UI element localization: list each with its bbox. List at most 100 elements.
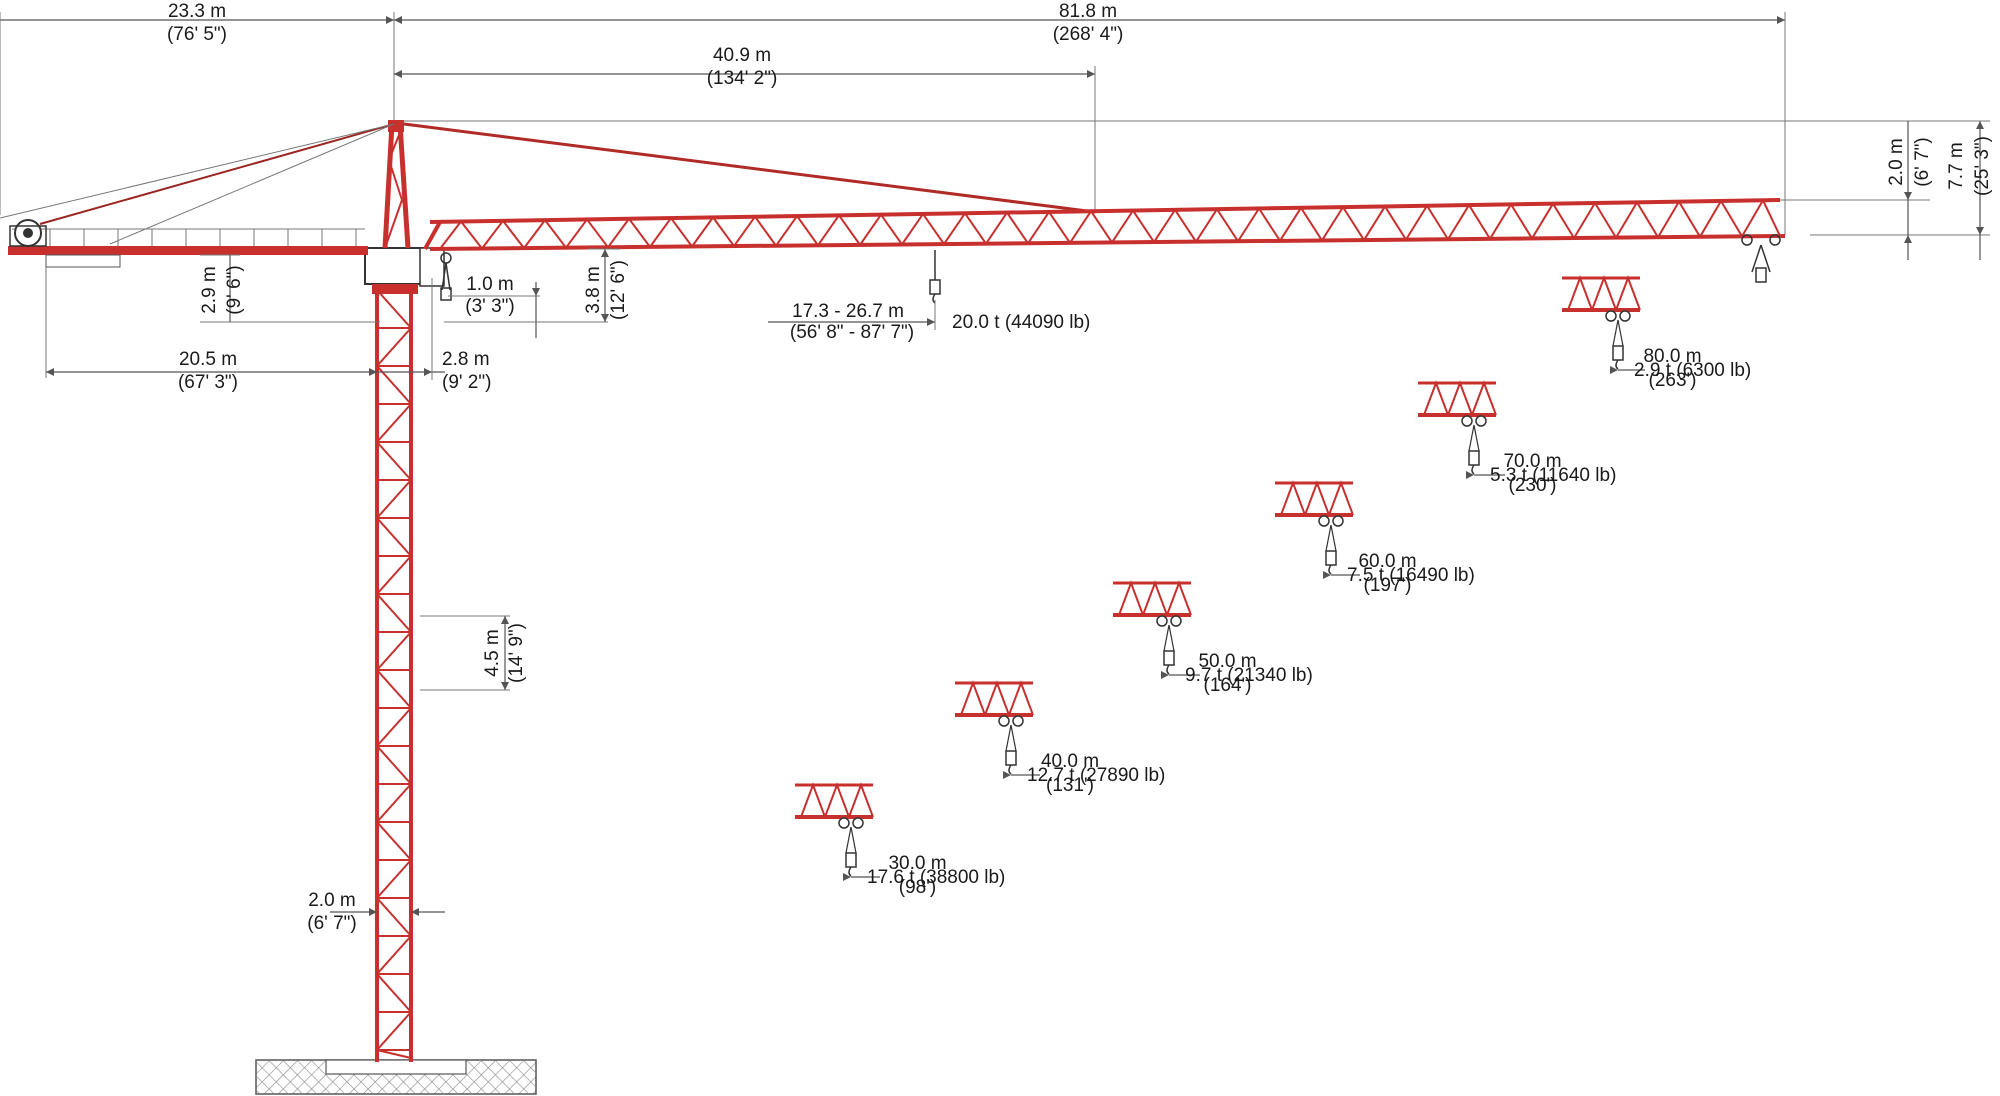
load-radius-imperial: (131') (1046, 775, 1094, 796)
load-radius-metric: 50.0 m (1198, 651, 1256, 672)
mini-jib-lattice (1166, 580, 1192, 616)
hoist-rope (1468, 424, 1475, 452)
hoist-rope (850, 826, 857, 854)
load-chart-points: 80.0 m(263')2.9 t (6300 lb)70.0 m(230')5… (795, 275, 1751, 898)
load-capacity: 17.6 t (38800 lb) (867, 867, 1005, 888)
counter-jib-length-imperial: (76' 5") (167, 24, 227, 45)
hoist-rope (1612, 319, 1619, 347)
trolley-wheel (852, 817, 864, 829)
jib-height-metric: 3.8 m (583, 266, 604, 314)
mini-jib-lattice (1280, 480, 1306, 516)
hoist-rope (1005, 724, 1012, 752)
dimension-arrow (1466, 471, 1474, 479)
jib-length-imperial: (268' 4") (1053, 24, 1124, 45)
tower-head (382, 120, 411, 249)
top-dimensions (0, 12, 1786, 235)
max-load-capacity: 20.0 t (44090 lb) (952, 312, 1090, 333)
load-radius-imperial: (197') (1364, 575, 1412, 596)
dimension-arrow (1003, 771, 1011, 779)
trolley-wheel (1156, 615, 1168, 627)
load-radius-metric: 80.0 m (1643, 346, 1701, 367)
max-load-radius-imperial: (56' 8" - 87' 7") (790, 322, 914, 343)
counter-jib (0, 123, 395, 268)
load-point-5: 40.0 m (131')12.7 t (27890 lb) (955, 680, 1165, 796)
ballast-radius-metric: 20.5 m (179, 349, 237, 370)
jib-length-metric: 81.8 m (1059, 1, 1117, 22)
max-load-radius-metric: 17.3 - 26.7 m (792, 301, 904, 322)
load-radius-metric: 30.0 m (888, 853, 946, 874)
load-radius-metric: 70.0 m (1503, 451, 1561, 472)
slewing-unit (364, 247, 445, 294)
mini-jib-lattice (1471, 380, 1497, 416)
hoist-rope (1330, 524, 1337, 552)
tower-section-imperial: (14' 9") (506, 623, 527, 683)
load-radius-imperial: (263') (1649, 370, 1697, 391)
load-radius-imperial: (164') (1204, 675, 1252, 696)
load-point-2: 70.0 m (230')5.3 t (11640 lb) (1418, 380, 1616, 496)
load-capacity: 12.7 t (27890 lb) (1027, 765, 1165, 786)
ballast-radius-imperial: (67' 3") (178, 372, 238, 393)
hook-icon (1328, 564, 1332, 575)
trolley-wheel (998, 715, 1010, 727)
trolley-wheel (1170, 615, 1182, 627)
hook-icon (1615, 359, 1619, 370)
hook-block (1325, 550, 1337, 566)
load-point-1: 80.0 m (263')2.9 t (6300 lb) (1562, 275, 1751, 391)
min-hook-metric: 1.0 m (466, 274, 514, 295)
jib-detail-dimensions (444, 248, 936, 338)
dimension-arrow (1323, 571, 1331, 579)
jib-height-imperial: (12' 6") (608, 260, 629, 320)
hook-block (1005, 750, 1017, 766)
counter-jib-dimensions (45, 254, 445, 380)
trolley-wheel (1461, 415, 1473, 427)
trolley-wheel (1605, 310, 1617, 322)
load-capacity: 5.3 t (11640 lb) (1490, 465, 1616, 486)
load-point-3: 60.0 m (197')7.5 t (16490 lb) (1275, 480, 1475, 596)
hook-block (1612, 345, 1624, 361)
total-head-imperial: (25' 3") (1972, 136, 1993, 196)
mini-jib-lattice (1304, 480, 1330, 516)
tower-dimensions (330, 615, 510, 916)
mini-jib-lattice (1328, 480, 1354, 516)
mini-jib-lattice (1567, 275, 1593, 311)
mini-jib-lattice (800, 782, 826, 818)
dimension-arrow (1610, 366, 1618, 374)
slewing-offset-metric: 2.8 m (442, 349, 490, 370)
load-radius-imperial: (98') (899, 877, 936, 898)
trolley-wheel (1012, 715, 1024, 727)
pendant-attach-imperial: (134' 2") (707, 68, 778, 89)
hoist-rope (1617, 319, 1624, 347)
load-point-6: 30.0 m (98')17.6 t (38800 lb) (795, 782, 1005, 898)
jib-pendant (403, 122, 1096, 214)
dimension-arrow (1161, 671, 1169, 679)
hook-block (845, 852, 857, 868)
right-height-dimensions (394, 120, 1990, 260)
counter-jib-length-metric: 23.3 m (168, 1, 226, 22)
trolley-wheel (1318, 515, 1330, 527)
mini-jib-lattice (1615, 275, 1641, 311)
hook-block (1468, 450, 1480, 466)
trolley-wheel (1619, 310, 1631, 322)
hoist-rope (1163, 624, 1170, 652)
load-radius-metric: 60.0 m (1358, 551, 1416, 572)
tower-width-metric: 2.0 m (308, 890, 356, 911)
hook-icon (848, 866, 852, 877)
slewing-offset-imperial: (9' 2") (442, 372, 491, 393)
trolley-wheel (838, 817, 850, 829)
mini-jib-lattice (1591, 275, 1617, 311)
total-head-metric: 7.7 m (1946, 142, 1967, 190)
mini-jib-lattice (1008, 680, 1034, 716)
load-capacity: 9.7 t (21340 lb) (1185, 665, 1313, 686)
trolley-wheel (1475, 415, 1487, 427)
jib (423, 198, 1786, 304)
hook-block (1163, 650, 1175, 666)
hoist-rope (1010, 724, 1017, 752)
mini-jib-lattice (960, 680, 986, 716)
jib-tip-drop-imperial: (6' 7") (1912, 137, 1933, 186)
dimension-arrow (843, 873, 851, 881)
load-capacity: 7.5 t (16490 lb) (1347, 565, 1475, 586)
counter-jib-height-imperial: (9' 6") (224, 265, 245, 314)
load-radius-metric: 40.0 m (1041, 751, 1099, 772)
mini-jib-lattice (1142, 580, 1168, 616)
